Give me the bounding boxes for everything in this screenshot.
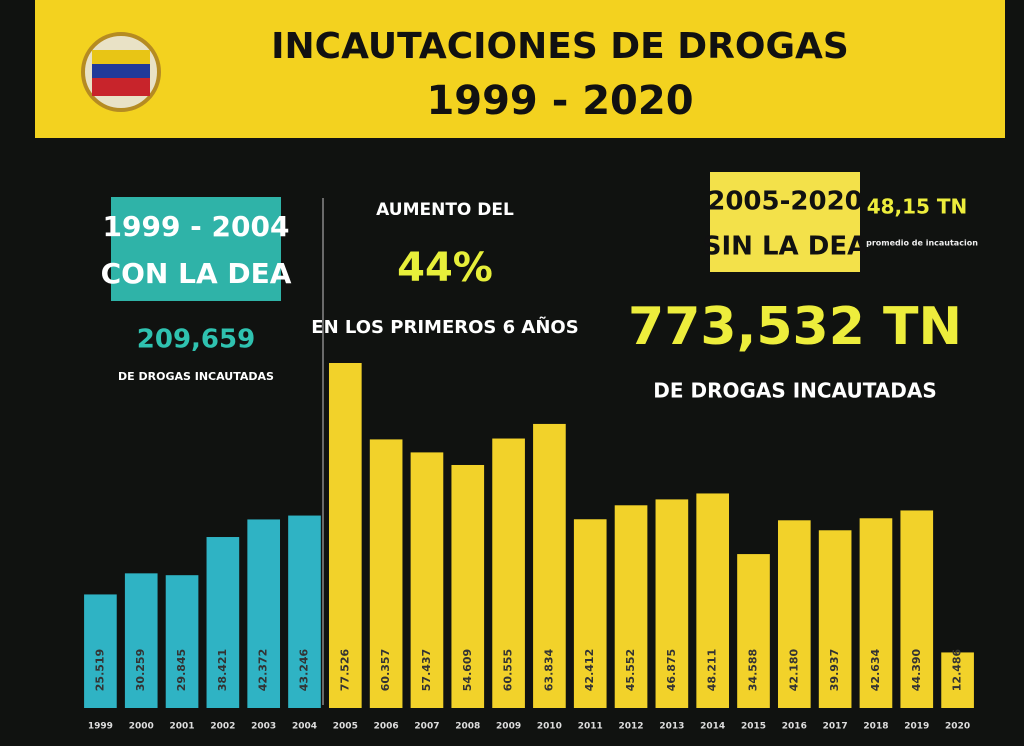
value-label: 42.180 (787, 648, 800, 691)
value-label: 77.526 (338, 648, 351, 691)
chart-title: INCAUTACIONES DE DROGAS (271, 26, 849, 67)
bar (696, 493, 730, 708)
bar (410, 452, 444, 708)
x-tick-label: 2013 (659, 722, 684, 732)
x-tick-label: 2004 (292, 722, 317, 732)
bar (206, 537, 240, 708)
period-box (710, 172, 860, 272)
annotation: 773,532 TN (628, 297, 962, 357)
bar (84, 594, 117, 708)
annotation: 1999 - 2004 (103, 210, 290, 243)
bar (165, 575, 199, 708)
value-label: 12.486 (951, 648, 964, 691)
x-tick-label: 2012 (619, 722, 644, 732)
x-tick-label: 2000 (129, 722, 154, 732)
annotation: AUMENTO DEL (376, 200, 514, 220)
annotation: EN LOS PRIMEROS 6 AÑOS (311, 315, 578, 338)
x-tick-label: 1999 (88, 722, 113, 732)
x-tick-label: 2011 (578, 722, 603, 732)
value-label: 42.372 (257, 649, 270, 691)
annotation: promedio de incautacion (866, 239, 978, 248)
x-tick-label: 2014 (700, 722, 725, 732)
value-label: 57.437 (420, 649, 433, 691)
annotation: DE DROGAS INCAUTADAS (653, 379, 937, 403)
chart-subtitle: 1999 - 2020 (426, 78, 693, 124)
value-label: 60.555 (502, 649, 515, 691)
bar (941, 652, 974, 708)
value-label: 30.259 (134, 649, 147, 691)
bar (288, 515, 321, 708)
x-tick-label: 2008 (455, 722, 480, 732)
x-tick-label: 2010 (537, 722, 562, 732)
header (35, 0, 1005, 138)
bar (655, 499, 689, 708)
bar (328, 363, 362, 708)
value-label: 48.211 (706, 649, 719, 691)
value-label: 42.412 (583, 649, 596, 691)
bar (533, 423, 566, 708)
x-tick-label: 2001 (170, 722, 195, 732)
bar (818, 530, 852, 708)
x-tick-label: 2016 (782, 722, 807, 732)
bar (573, 519, 607, 708)
annotation: 48,15 TN (867, 195, 968, 219)
bar (451, 464, 485, 708)
x-tick-label: 2015 (741, 722, 766, 732)
bar (247, 519, 281, 708)
annotation: CON LA DEA (101, 257, 292, 290)
value-label: 42.634 (869, 648, 882, 691)
bar (737, 554, 770, 708)
x-tick-label: 2019 (904, 722, 929, 732)
value-label: 25.519 (93, 649, 106, 691)
value-label: 29.845 (175, 649, 188, 691)
period-box (111, 197, 281, 301)
value-label: 34.588 (747, 649, 760, 691)
value-label: 46.875 (665, 649, 678, 691)
x-tick-label: 2003 (251, 722, 276, 732)
bar (492, 438, 525, 708)
x-tick-label: 2020 (945, 722, 970, 732)
annotation: 209,659 (137, 325, 255, 355)
bar (369, 439, 403, 708)
bar (900, 510, 934, 708)
logo (81, 32, 161, 112)
annotation: SIN LA DEA (703, 232, 867, 262)
x-tick-label: 2002 (210, 722, 235, 732)
value-label: 44.390 (910, 648, 923, 691)
value-label: 63.834 (542, 648, 555, 691)
x-tick-label: 2017 (823, 722, 848, 732)
value-label: 39.937 (828, 649, 841, 691)
bar (124, 573, 158, 708)
annotation: DE DROGAS INCAUTADAS (118, 370, 274, 383)
value-label: 60.357 (379, 649, 392, 691)
annotation: 44% (397, 245, 493, 291)
x-tick-label: 2007 (414, 722, 439, 732)
value-label: 45.552 (624, 649, 637, 691)
value-label: 38.421 (216, 649, 229, 691)
value-label: 54.609 (461, 649, 474, 691)
x-tick-label: 2009 (496, 722, 521, 732)
bar (777, 520, 811, 708)
bar (859, 518, 893, 708)
x-tick-label: 2006 (374, 722, 399, 732)
x-tick-label: 2005 (333, 722, 358, 732)
value-label: 43.246 (298, 648, 311, 691)
x-tick-label: 2018 (863, 722, 888, 732)
bar (614, 505, 648, 708)
annotation: 2005-2020 (707, 187, 863, 217)
